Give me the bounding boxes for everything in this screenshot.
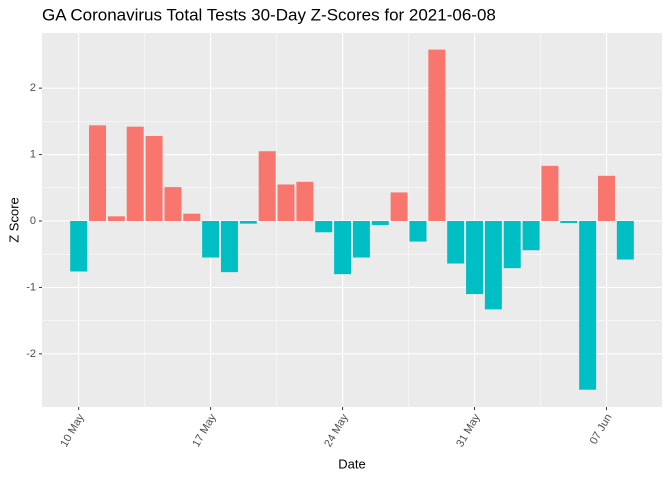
y-tick-label: -2 bbox=[26, 348, 36, 360]
x-tick-label: 31 May bbox=[454, 412, 483, 450]
bar bbox=[277, 184, 295, 221]
bar bbox=[409, 220, 427, 242]
bar bbox=[89, 125, 106, 221]
bar bbox=[390, 192, 408, 221]
bar bbox=[616, 220, 634, 260]
bar bbox=[220, 220, 238, 273]
x-tick-label: 07 Jun bbox=[588, 412, 615, 447]
bar bbox=[522, 220, 540, 251]
y-tick-label: 0 bbox=[30, 215, 36, 227]
bar bbox=[560, 220, 578, 223]
x-tick-label: 24 May bbox=[322, 412, 351, 450]
bar bbox=[541, 165, 559, 221]
bar bbox=[164, 187, 182, 221]
bar bbox=[296, 181, 314, 221]
bar bbox=[447, 220, 465, 264]
bar bbox=[107, 216, 125, 221]
bar bbox=[70, 220, 88, 272]
bar bbox=[371, 220, 389, 225]
bar bbox=[183, 213, 201, 221]
x-axis-title: Date bbox=[338, 456, 365, 471]
chart-title: GA Coronavirus Total Tests 30-Day Z-Scor… bbox=[42, 5, 496, 24]
bar bbox=[315, 220, 333, 233]
bar bbox=[126, 126, 144, 221]
bar bbox=[484, 220, 502, 310]
y-axis-title: Z Score bbox=[6, 197, 21, 243]
bar bbox=[503, 220, 521, 269]
bar bbox=[598, 175, 615, 221]
bar bbox=[579, 220, 597, 390]
bar bbox=[466, 220, 484, 295]
y-tick-label: 1 bbox=[30, 148, 36, 160]
y-tick-label: -1 bbox=[26, 281, 36, 293]
x-tick-label: 17 May bbox=[190, 412, 219, 450]
bar bbox=[334, 220, 352, 275]
bar bbox=[258, 151, 276, 221]
bar bbox=[352, 220, 370, 258]
bar bbox=[239, 220, 257, 224]
bar bbox=[202, 220, 220, 258]
x-tick-label: 10 May bbox=[58, 412, 87, 450]
y-tick-label: 2 bbox=[30, 82, 36, 94]
bar bbox=[428, 49, 446, 221]
bar bbox=[145, 135, 163, 221]
panel bbox=[42, 33, 662, 407]
